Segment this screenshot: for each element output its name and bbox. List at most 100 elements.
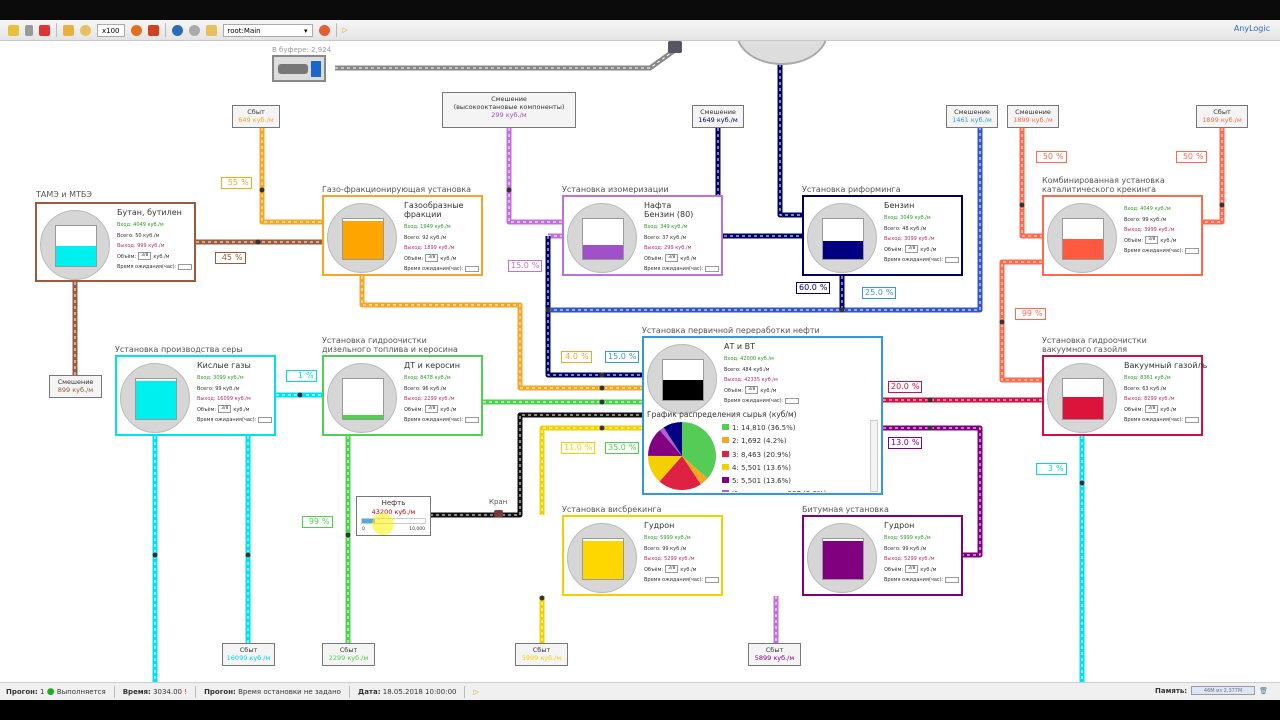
split-ratio-field[interactable]: 55%	[221, 177, 252, 189]
pipe-junction[interactable]	[152, 552, 158, 558]
node-sales[interactable]: Сбыт 2299 куб./м	[322, 643, 375, 666]
unit-crack[interactable]: Вход: 4049 куб./м Всего: 99 куб./м Выход: …	[1042, 195, 1203, 276]
navigate-icon[interactable]	[171, 24, 183, 36]
wait-field[interactable]	[945, 576, 960, 583]
split-ratio-field[interactable]: 13.0%	[888, 437, 923, 449]
unit-sulfur[interactable]: Кислые газы Вход: 3099 куб./м Всего: 99 ку…	[115, 355, 276, 436]
split-ratio-field[interactable]: 4.0%	[561, 351, 592, 363]
split-ratio-field[interactable]: 50%	[1036, 151, 1067, 163]
volume-field[interactable]: 3/8	[1145, 405, 1159, 413]
settings-icon[interactable]	[188, 24, 200, 36]
pipe-junction[interactable]	[599, 399, 605, 405]
pipe-junction[interactable]	[927, 425, 933, 431]
volume-field[interactable]: 3/8	[425, 405, 439, 413]
play-icon[interactable]: ▷	[342, 26, 348, 34]
wait-field[interactable]	[465, 265, 480, 272]
stop-icon[interactable]	[39, 24, 50, 36]
volume-field[interactable]: 3/8	[138, 252, 152, 260]
camera-icon[interactable]	[318, 24, 330, 36]
pipe-junction[interactable]	[297, 392, 303, 398]
volume-field[interactable]: 3/8	[745, 386, 759, 394]
valve-icon[interactable]	[494, 510, 503, 517]
split-ratio-field[interactable]: 25.0%	[862, 287, 897, 299]
split-ratio-field[interactable]: 20.0%	[888, 381, 923, 393]
unit-tame[interactable]: Бутан, бутилен Вход: 4049 куб./м Всего: 50…	[35, 202, 196, 282]
split-ratio-field[interactable]: 45%	[215, 252, 246, 264]
wait-field[interactable]	[258, 416, 273, 423]
split-ratio-field[interactable]: 11.0%	[561, 442, 596, 454]
pipe-junction[interactable]	[255, 239, 261, 245]
real-time-icon[interactable]	[130, 24, 142, 36]
speed-up-icon[interactable]	[147, 24, 159, 36]
volume-field[interactable]: 3/8	[905, 565, 919, 573]
wait-field[interactable]	[705, 576, 720, 583]
volume-field[interactable]: 3/8	[425, 254, 439, 262]
trash-icon[interactable]: 🗑	[1259, 686, 1268, 695]
pipe-junction[interactable]	[545, 307, 551, 313]
unit-diesel[interactable]: ДТ и керосин Вход: 8478 куб./м Всего: 96 к…	[322, 355, 483, 436]
pipe-junction[interactable]	[599, 425, 605, 431]
crude-oil-tank[interactable]: Нефть 43200 куб./м 0 10,000	[356, 496, 431, 536]
wait-field[interactable]	[1185, 416, 1200, 423]
unit-primary[interactable]: АТ и ВТ Вход: 42000 куб./м Всего: 484 куб.…	[642, 336, 883, 495]
pie-legend-scrollbar[interactable]	[870, 420, 878, 492]
volume-field[interactable]: 3/8	[665, 254, 679, 262]
node-blending[interactable]: Смешение (высокооктановые компоненты) 299…	[442, 92, 576, 128]
node-sales[interactable]: Сбыт 5999 куб./м	[515, 643, 568, 666]
node-blending[interactable]: Смешение 899 куб./м	[49, 375, 102, 398]
node-sales[interactable]: Сбыт 16099 куб./м	[222, 643, 275, 666]
expand-icon[interactable]: ▷	[473, 687, 479, 696]
pause-icon[interactable]	[8, 24, 19, 36]
volume-field[interactable]: 3/8	[1145, 236, 1159, 244]
pipe-junction[interactable]	[599, 385, 605, 391]
volume-field[interactable]: 3/8	[665, 565, 679, 573]
split-ratio-field[interactable]: 99%	[302, 516, 333, 528]
folder-icon[interactable]	[205, 24, 217, 36]
model-select[interactable]: root:Main ▾	[222, 23, 313, 37]
pipe-junction[interactable]	[245, 552, 251, 558]
volume-field[interactable]: 3/8	[218, 405, 232, 413]
pipe-junction[interactable]	[927, 397, 933, 403]
volume-field[interactable]: 3/8	[905, 245, 919, 253]
pipe-junction[interactable]	[345, 532, 351, 538]
wait-field[interactable]	[945, 256, 960, 263]
wait-field[interactable]	[1185, 247, 1200, 254]
node-sales[interactable]: Сбыт 5899 куб./м	[748, 643, 801, 666]
wait-field[interactable]	[465, 416, 480, 423]
node-blending[interactable]: Смешение 1461 куб./м	[946, 105, 998, 128]
unit-visbreak[interactable]: Гудрон Вход: 5999 куб./м Всего: 99 куб./м В…	[562, 515, 723, 596]
pipe-junction[interactable]	[1079, 480, 1085, 486]
wait-field[interactable]	[785, 397, 800, 404]
node-sales[interactable]: Сбыт 1899 куб./м	[1196, 105, 1248, 128]
split-ratio-field[interactable]: 99%	[1015, 308, 1046, 320]
pipe-junction[interactable]	[999, 319, 1005, 325]
unit-vacuum[interactable]: Вакуумный газойль Вход: 8361 куб./м Всего:…	[1042, 355, 1207, 436]
node-blending[interactable]: Смешение 1649 куб./м	[692, 105, 744, 128]
split-ratio-field[interactable]: 50%	[1176, 151, 1207, 163]
node-sales[interactable]: Сбыт 649 куб./м	[232, 105, 280, 128]
pipe-junction[interactable]	[599, 372, 605, 378]
node-blending[interactable]: Смешение 1899 куб./м	[1007, 105, 1059, 128]
step-icon[interactable]	[25, 24, 33, 36]
split-ratio-field[interactable]: 15.0%	[508, 260, 543, 272]
speed-field[interactable]: x100	[97, 23, 125, 37]
pipe-junction[interactable]	[839, 307, 845, 313]
model-canvas[interactable]: ТАМЭ и МТБЭ Бутан, бутилен Вход: 4049 куб.…	[0, 41, 1280, 682]
pipe-junction[interactable]	[259, 187, 265, 193]
split-ratio-field[interactable]: 60.0%	[796, 282, 831, 294]
pipe-junction[interactable]	[506, 187, 512, 193]
wait-field[interactable]	[178, 263, 193, 270]
unit-reform[interactable]: Бензин Вход: 3049 куб./м Всего: 48 куб./м В…	[802, 195, 963, 276]
split-ratio-field[interactable]: 1%	[286, 370, 317, 382]
slow-down-icon[interactable]	[63, 24, 74, 36]
split-ratio-field[interactable]: 15.0%	[605, 351, 640, 363]
unit-gas[interactable]: Газообразные фракции Вход: 1949 куб./м Все…	[322, 195, 483, 276]
pipe-junction[interactable]	[539, 595, 545, 601]
pipe-junction[interactable]	[1019, 202, 1025, 208]
split-ratio-field[interactable]: 35.0%	[605, 442, 640, 454]
unit-bitumen[interactable]: Гудрон Вход: 5999 куб./м Всего: 99 куб./м В…	[802, 515, 963, 596]
pipe-junction[interactable]	[1219, 202, 1225, 208]
split-ratio-field[interactable]: 3%	[1036, 463, 1067, 475]
wait-field[interactable]	[705, 265, 720, 272]
unit-isom[interactable]: Нафта Бензин (80) Вход: 349 куб./м Всего: …	[562, 195, 723, 276]
